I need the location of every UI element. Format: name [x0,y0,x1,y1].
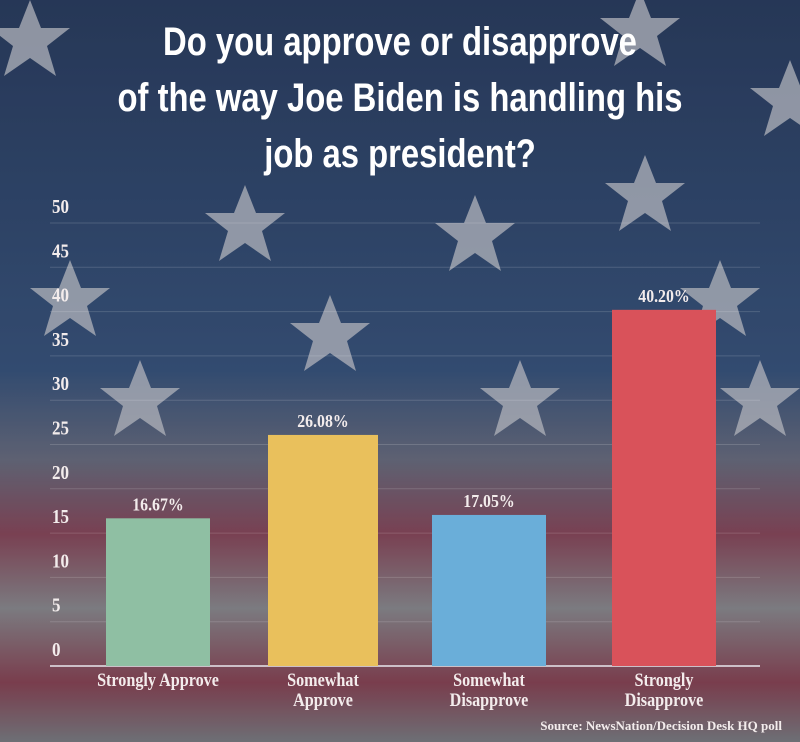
y-tick-label: 35 [52,329,69,352]
chart-title: Do you approve or disapprove of the way … [0,14,800,182]
x-tick-label: Disapprove [625,689,704,711]
y-tick-label: 20 [52,462,69,485]
data-label: 16.67% [132,494,183,514]
x-tick-label: Strongly Approve [97,669,219,691]
y-tick-label: 5 [52,594,61,617]
title-line-1: Do you approve or disapprove [163,20,637,64]
y-tick-label: 40 [52,284,69,307]
x-tick-label: Disapprove [450,689,529,711]
y-tick-label: 10 [52,550,69,573]
source-note: Source: NewsNation/Decision Desk HQ poll [540,718,782,733]
bar [268,434,378,666]
x-tick-label: Somewhat [453,669,525,691]
bar [612,309,716,666]
y-tick-label: 30 [52,373,69,396]
bar [432,514,546,666]
x-tick-label: Strongly [635,669,694,691]
title-line-2: of the way Joe Biden is handling his [117,76,683,120]
x-tick-label: Approve [293,689,353,711]
y-tick-label: 25 [52,417,69,440]
data-label: 17.05% [463,491,514,511]
y-tick-label: 50 [52,196,69,219]
bar [106,518,210,666]
x-tick-label: Somewhat [287,669,359,691]
y-tick-label: 45 [52,240,69,263]
y-tick-label: 15 [52,506,69,529]
data-label: 26.08% [297,411,348,431]
y-tick-label: 0 [52,639,61,662]
data-label: 40.20% [638,286,689,306]
title-line-3: job as president? [264,132,536,176]
